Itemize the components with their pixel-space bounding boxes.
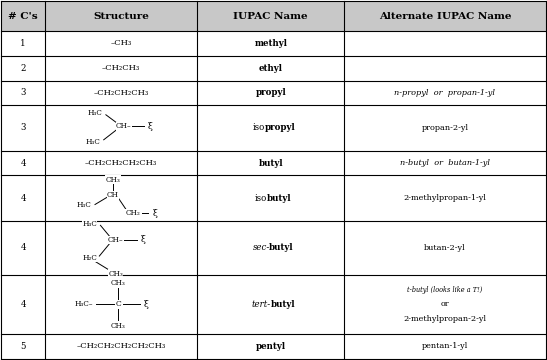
Text: –CH₂CH₃: –CH₂CH₃ [102, 64, 140, 72]
Text: Structure: Structure [93, 12, 149, 21]
Text: CH₃: CH₃ [106, 176, 120, 184]
Text: tert-: tert- [251, 300, 270, 309]
Text: H₂C: H₂C [82, 254, 97, 262]
Text: iso: iso [253, 123, 265, 132]
Bar [2, 1, 45, 31]
Text: ξ: ξ [144, 300, 149, 309]
Text: ξ: ξ [141, 235, 146, 244]
Text: H₃C: H₃C [88, 109, 102, 117]
Text: ξ: ξ [153, 208, 158, 217]
Text: 2: 2 [20, 64, 26, 73]
Text: –CH₂CH₂CH₂CH₃: –CH₂CH₂CH₂CH₃ [85, 159, 157, 167]
Text: sec-: sec- [253, 243, 270, 252]
Text: butyl: butyl [267, 194, 292, 203]
Text: 3: 3 [20, 89, 26, 98]
Text: CH₃: CH₃ [111, 279, 126, 287]
Text: 4: 4 [20, 243, 26, 252]
Bar [45, 1, 197, 31]
Text: n-butyl  or  butan-1-yl: n-butyl or butan-1-yl [400, 159, 490, 167]
Text: H₃C: H₃C [77, 201, 91, 208]
Text: butan-2-yl: butan-2-yl [424, 244, 465, 252]
Text: Alternate IUPAC Name: Alternate IUPAC Name [379, 12, 511, 21]
Text: propyl: propyl [255, 89, 286, 98]
Text: # C's: # C's [8, 12, 38, 21]
Text: methyl: methyl [254, 39, 287, 48]
Text: H₃C: H₃C [85, 138, 100, 145]
Text: n-propyl  or  propan-1-yl: n-propyl or propan-1-yl [394, 89, 496, 97]
Text: 3: 3 [20, 123, 26, 132]
Text: C: C [115, 300, 121, 309]
Text: CH: CH [107, 191, 119, 199]
Text: –CH₃: –CH₃ [110, 39, 132, 47]
Text: propyl: propyl [265, 123, 295, 132]
Text: 4: 4 [20, 300, 26, 309]
Text: pentyl: pentyl [255, 342, 286, 351]
Text: 2-methylpropan-2-yl: 2-methylpropan-2-yl [404, 315, 486, 323]
Text: CH₃: CH₃ [108, 270, 123, 278]
Bar [197, 1, 344, 31]
Text: CH–: CH– [108, 236, 124, 244]
Text: –CH₂CH₂CH₃: –CH₂CH₂CH₃ [94, 89, 149, 97]
Text: butyl: butyl [271, 300, 295, 309]
Text: 4: 4 [20, 194, 26, 203]
Text: propan-2-yl: propan-2-yl [421, 124, 468, 132]
Text: 2-methylpropan-1-yl: 2-methylpropan-1-yl [404, 194, 486, 202]
Text: butyl: butyl [269, 243, 293, 252]
Text: iso: iso [255, 194, 267, 203]
Text: H₃C–: H₃C– [75, 300, 94, 309]
Text: 4: 4 [20, 158, 26, 167]
Text: IUPAC Name: IUPAC Name [234, 12, 308, 21]
Text: –CH₂CH₂CH₂CH₂CH₃: –CH₂CH₂CH₂CH₂CH₃ [77, 342, 166, 350]
Text: CH₂: CH₂ [126, 209, 141, 217]
Text: ξ: ξ [148, 122, 153, 131]
Text: pentan-1-yl: pentan-1-yl [422, 342, 468, 350]
Text: CH–: CH– [116, 122, 132, 130]
Text: H₃C: H₃C [82, 220, 97, 228]
Bar [344, 1, 545, 31]
Text: or: or [441, 300, 449, 309]
Text: 5: 5 [20, 342, 26, 351]
Text: CH₃: CH₃ [111, 322, 126, 330]
Text: butyl: butyl [259, 158, 283, 167]
Text: 1: 1 [20, 39, 26, 48]
Text: ethyl: ethyl [259, 64, 283, 73]
Text: t-butyl (looks like a T!): t-butyl (looks like a T!) [408, 285, 482, 294]
